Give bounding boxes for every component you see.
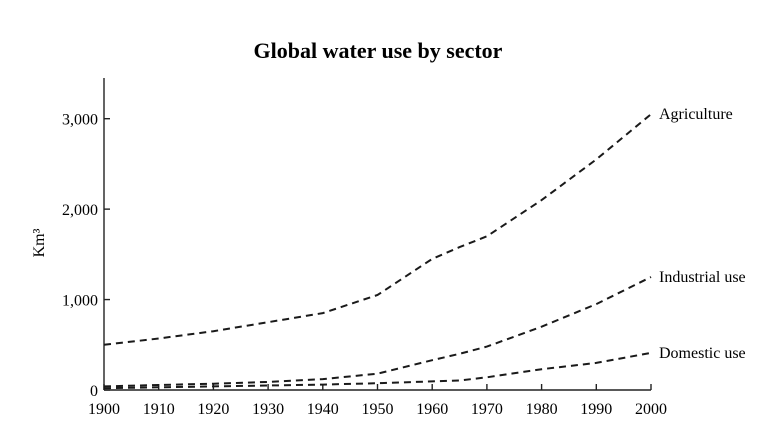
series-line-industrial-use — [103, 276, 652, 388]
x-tick-label-1950: 1950 — [362, 401, 394, 418]
y-tick-label-0: 0 — [90, 383, 98, 400]
series-label-agriculture: Agriculture — [659, 106, 733, 123]
y-tick-label-1,000: 1,000 — [62, 293, 98, 310]
series-lines — [103, 113, 652, 390]
series-line-domestic-use — [103, 351, 652, 390]
x-tick-label-1910: 1910 — [143, 401, 175, 418]
series-labels: Agriculture Industrial use Domestic use — [659, 106, 746, 362]
x-tick-label-1990: 1990 — [580, 401, 612, 418]
series-label-domestic-use: Domestic use — [659, 345, 746, 362]
x-tick-label-1980: 1980 — [526, 401, 558, 418]
axis-ticks: 1900 1910 1920 1930 1940 1950 1960 1970 1980 1990… — [62, 112, 667, 418]
x-tick-label-2000: 2000 — [635, 401, 667, 418]
series-label-industrial-use: Industrial use — [659, 269, 746, 286]
x-tick-label-1930: 1930 — [252, 401, 284, 418]
series-line-agriculture — [103, 113, 652, 346]
x-tick-label-1940: 1940 — [307, 401, 339, 418]
x-tick-label-1920: 1920 — [197, 401, 229, 418]
y-tick-label-3,000: 3,000 — [62, 112, 98, 129]
x-tick-label-1970: 1970 — [471, 401, 503, 418]
y-axis-label: Km³ — [31, 228, 48, 257]
x-tick-label-1960: 1960 — [416, 401, 448, 418]
y-tick-label-2,000: 2,000 — [62, 202, 98, 219]
x-tick-label-1900: 1900 — [88, 401, 120, 418]
chart-title: Global water use by sector — [254, 38, 503, 63]
